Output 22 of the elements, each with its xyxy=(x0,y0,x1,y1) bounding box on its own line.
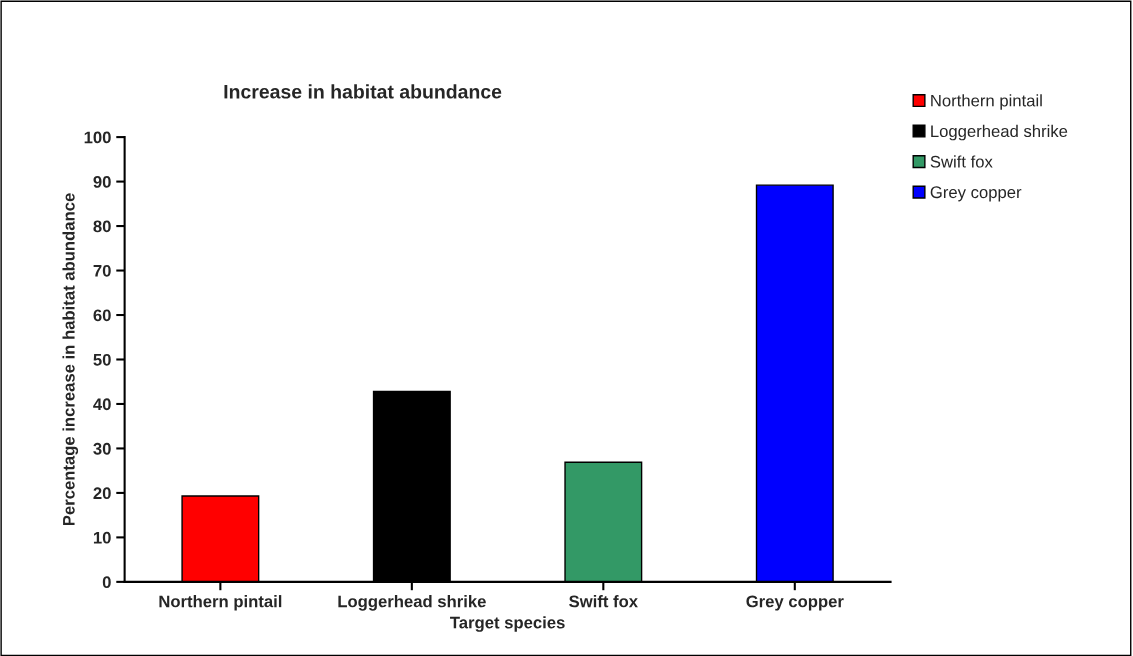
legend-label: Grey copper xyxy=(930,186,1022,202)
x-tick-label: Loggerhead shrike xyxy=(338,595,486,611)
y-tick-label: 0 xyxy=(102,576,111,589)
x-tick-label: Grey copper xyxy=(746,595,844,611)
y-axis-title: Percentage increase in habitat abundance xyxy=(62,193,79,526)
y-tick-label: 70 xyxy=(93,264,111,277)
x-tick-label: Northern pintail xyxy=(159,595,282,611)
chart-title: Increase in habitat abundance xyxy=(224,84,502,99)
y-tick-label: 20 xyxy=(93,487,111,500)
x-axis-title: Target species xyxy=(450,616,565,632)
y-tick-label: 90 xyxy=(93,175,111,188)
legend-label: Loggerhead shrike xyxy=(931,124,1068,141)
y-tick-label: 50 xyxy=(93,353,111,366)
y-tick-label: 40 xyxy=(93,398,111,411)
y-tick-label: 100 xyxy=(84,131,111,144)
y-tick-label: 60 xyxy=(93,309,111,322)
x-tick-label: Swift fox xyxy=(569,595,638,608)
legend-label: Northern pintail xyxy=(931,94,1042,110)
y-tick-label: 10 xyxy=(93,531,111,544)
y-tick-label: 30 xyxy=(93,442,111,455)
legend-label: Swift fox xyxy=(930,155,993,168)
y-tick-label: 80 xyxy=(93,220,111,233)
